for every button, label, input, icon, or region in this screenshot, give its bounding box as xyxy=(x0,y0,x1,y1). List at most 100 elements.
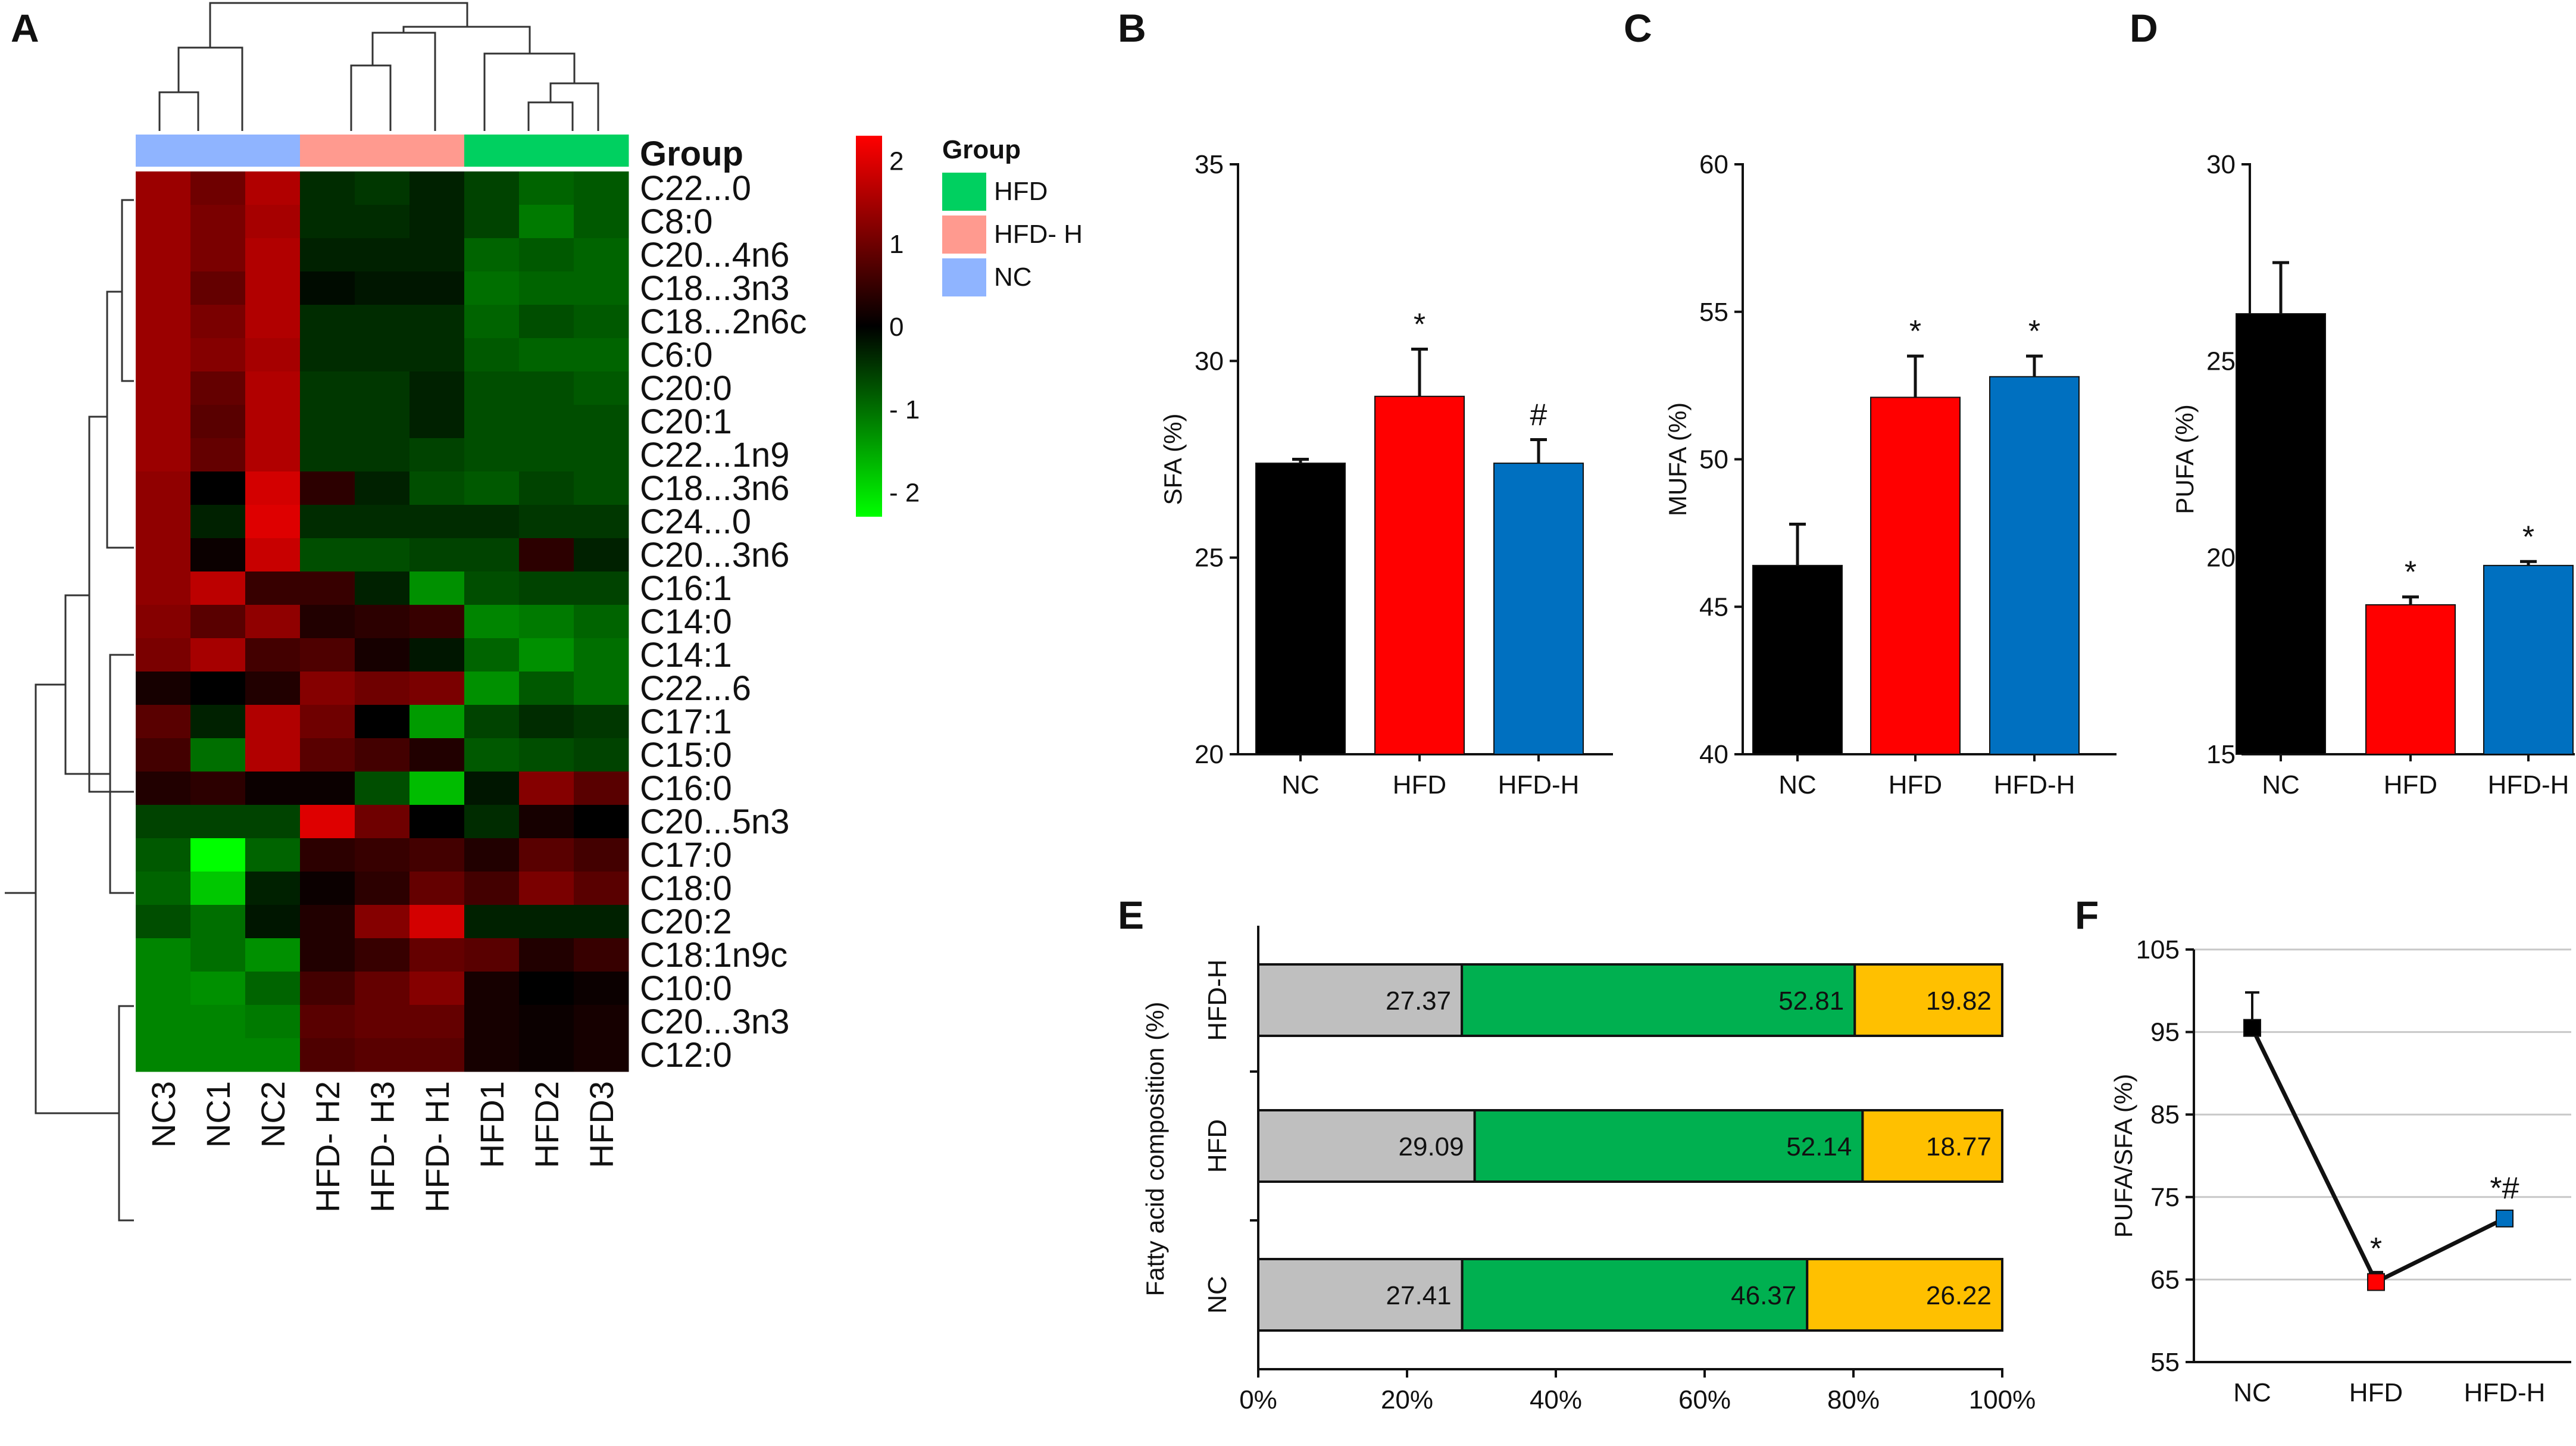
heatmap-cell xyxy=(190,805,246,839)
x-tick-label: HFD xyxy=(2384,770,2437,799)
heatmap-cell xyxy=(519,738,574,772)
heatmap-cell xyxy=(245,438,301,472)
heatmap-column-label: HFD2 xyxy=(528,1081,565,1168)
heatmap-cell xyxy=(245,938,301,972)
heatmap-cell xyxy=(245,905,301,939)
heatmap-cell xyxy=(519,1005,574,1039)
heatmap-cell xyxy=(519,1038,574,1072)
heatmap-cell xyxy=(300,872,355,905)
heatmap-cell xyxy=(136,838,191,872)
heatmap-cell xyxy=(464,872,520,905)
x-tick-label: HFD xyxy=(2349,1378,2403,1407)
heatmap-cell xyxy=(355,705,410,739)
heatmap-cell xyxy=(136,672,191,705)
heatmap-cell xyxy=(300,838,355,872)
heatmap-cell xyxy=(409,238,465,272)
heatmap-cell xyxy=(519,972,574,1005)
heatmap-row-label: C20...3n3 xyxy=(640,1002,790,1041)
heatmap-cell xyxy=(409,672,465,705)
heatmap-cell xyxy=(300,371,355,405)
bar xyxy=(2483,564,2574,755)
group-bar-cell xyxy=(464,135,520,167)
heatmap-cell xyxy=(136,605,191,639)
heatmap-row-label: C8:0 xyxy=(640,202,713,241)
heatmap-row-label: C14:1 xyxy=(640,636,732,674)
heatmap-row-label: C14:0 xyxy=(640,602,732,641)
heatmap-cell xyxy=(519,338,574,372)
heatmap-row-label: C20:1 xyxy=(640,402,732,441)
heatmap-cell xyxy=(190,972,246,1005)
y-tick-label: 105 xyxy=(2136,935,2180,964)
heatmap-cell xyxy=(190,438,246,472)
heatmap-cell xyxy=(574,438,629,472)
heatmap-cell xyxy=(355,938,410,972)
heatmap-column-labels: NC3 NC1 NC2 HFD- H2 HFD- H3 HFD- H1 HFD1 HFD2 HF… xyxy=(145,1081,620,1213)
heatmap-cell xyxy=(136,972,191,1005)
group-legend-title: Group xyxy=(942,135,1021,164)
heatmap-cell xyxy=(355,338,410,372)
heatmap-cell xyxy=(245,605,301,639)
heatmap-cell xyxy=(245,872,301,905)
heatmap-cell xyxy=(300,205,355,239)
heatmap-row-label: C6:0 xyxy=(640,336,713,374)
group-bar-cell xyxy=(245,135,301,167)
y-tick-label: 30 xyxy=(1195,346,1224,376)
heatmap-cell xyxy=(519,838,574,872)
heatmap-cell xyxy=(574,305,629,339)
heatmap-cell xyxy=(245,205,301,239)
x-tick-label: HFD-H xyxy=(1498,770,1580,799)
heatmap-cell xyxy=(464,405,520,439)
bar xyxy=(1374,395,1465,755)
group-bar-cell xyxy=(355,135,410,167)
heatmap-cell xyxy=(574,838,629,872)
heatmap-cell xyxy=(245,672,301,705)
heatmap-cell xyxy=(519,538,574,572)
group-bar-cell xyxy=(136,135,191,167)
heatmap-cell xyxy=(300,305,355,339)
heatmap-cell xyxy=(355,905,410,939)
heatmap-cell xyxy=(574,405,629,439)
heatmap-column-label: HFD1 xyxy=(473,1081,511,1168)
heatmap-cell xyxy=(355,405,410,439)
heatmap-column-label: NC1 xyxy=(199,1081,237,1148)
heatmap-cell xyxy=(300,772,355,805)
heatmap-cell xyxy=(574,772,629,805)
y-tick-label: HFD-H xyxy=(1203,960,1232,1041)
heatmap-row-label: C20...3n6 xyxy=(640,536,790,574)
heatmap-cell xyxy=(355,171,410,205)
heatmap-cell xyxy=(190,171,246,205)
heatmap-cell xyxy=(519,505,574,539)
heatmap-cell xyxy=(136,505,191,539)
group-bar-cell xyxy=(409,135,465,167)
y-tick-label: 20 xyxy=(2206,544,2236,573)
color-scale-ticks: 2 1 0 - 1 - 2 xyxy=(889,147,920,508)
x-tick-label: 40% xyxy=(1530,1385,1582,1414)
segment-value-label: 52.81 xyxy=(1778,986,1844,1016)
heatmap-cell xyxy=(574,972,629,1005)
heatmap-cell xyxy=(136,238,191,272)
y-tick-label: 55 xyxy=(1699,298,1728,327)
x-tick-label: 20% xyxy=(1381,1385,1433,1414)
y-tick-label: HFD xyxy=(1203,1119,1232,1173)
heatmap-column-label: HFD3 xyxy=(583,1081,620,1168)
stacked-segment xyxy=(1257,1109,1476,1183)
heatmap-cell xyxy=(355,505,410,539)
heatmap-cell xyxy=(574,605,629,639)
heatmap-cell xyxy=(300,405,355,439)
heatmap-cell xyxy=(519,438,574,472)
heatmap-cell xyxy=(409,505,465,539)
y-tick-label: 25 xyxy=(2206,346,2236,376)
heatmap-cell xyxy=(355,838,410,872)
heatmap-cell xyxy=(245,772,301,805)
heatmap-cell xyxy=(245,371,301,405)
heatmap-row-label: C18...3n6 xyxy=(640,469,790,508)
heatmap-cell xyxy=(190,938,246,972)
panel-label-b: B xyxy=(1118,6,1146,50)
heatmap-cell xyxy=(190,672,246,705)
group-legend-swatch xyxy=(942,173,986,211)
heatmap-cell xyxy=(300,1038,355,1072)
heatmap-cell xyxy=(574,738,629,772)
significance-mark: * xyxy=(2028,314,2040,349)
heatmap-cell xyxy=(519,672,574,705)
heatmap-cell xyxy=(300,672,355,705)
